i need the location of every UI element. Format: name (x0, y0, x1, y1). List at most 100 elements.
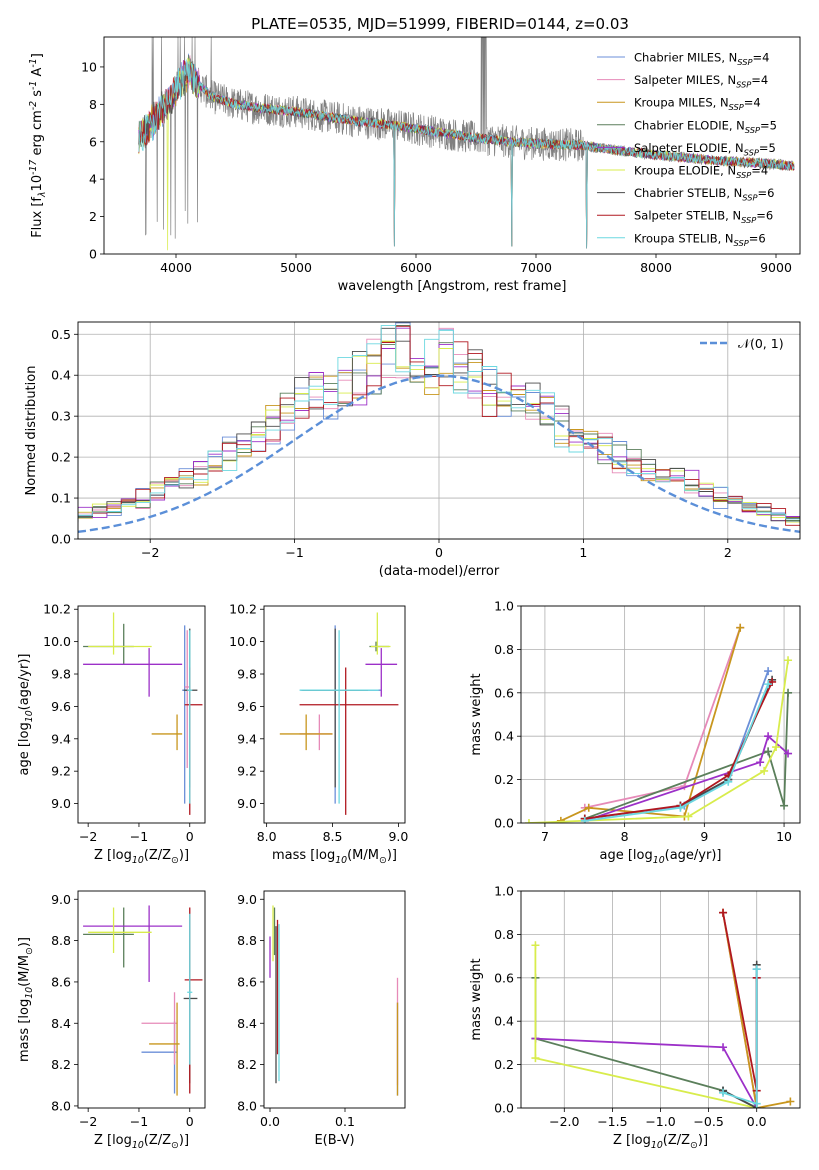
mass-weight-marker (760, 766, 769, 775)
mass-weight-line (528, 660, 789, 823)
y-tick-label: 8.4 (237, 1016, 257, 1031)
x-tick-label: 0.0 (260, 1114, 280, 1129)
y-tick-label: 0.2 (51, 450, 71, 465)
y-tick-label: 0.4 (51, 368, 71, 383)
y-tick-label: 0.4 (494, 729, 514, 744)
x-tick-label: 9.0 (388, 829, 408, 844)
spectrum-legend: Chabrier MILES, NSSP​=4 Salpeter MILES, N… (597, 51, 777, 248)
mass-weight-marker (764, 747, 773, 756)
mass-vs-metallicity-chart-plot-area (83, 905, 203, 1096)
legend-label: Salpeter MILES, NSSP​=4 (634, 73, 768, 89)
x-tick-label: −2.0 (549, 1114, 579, 1129)
mass-weight-marker (752, 965, 761, 974)
x-tick-label: 0.1 (335, 1114, 355, 1129)
x-tick-label: −0.5 (693, 1114, 723, 1129)
y-tick-label: 0.8 (494, 927, 514, 942)
legend-label: Salpeter STELIB, NSSP​=6 (634, 209, 773, 225)
y-tick-label: 8.4 (51, 1016, 71, 1031)
x-tick-label: 10 (776, 829, 792, 844)
mass-weight-marker (719, 908, 728, 917)
y-tick-label: 9.0 (51, 892, 71, 907)
y-tick-label: 8.8 (237, 933, 257, 948)
spectrum-chart-plot-area (138, 37, 795, 251)
legend-label: Chabrier STELIB, NSSP​=6 (634, 186, 774, 202)
normal-reference-curve (78, 374, 800, 533)
y-tick-label: 9.8 (237, 667, 257, 682)
y-tick-label: 9.4 (237, 731, 257, 746)
y-tick-label: 0.1 (51, 491, 71, 506)
age-vs-mass-chart: 8.0 8.5 9.0 9.0 9.2 9.4 9.6 9.8 10.0 10.2 mass [lo… (229, 602, 408, 866)
mass-weight-marker (772, 743, 781, 752)
mass-weight-line (534, 945, 757, 1108)
mass-vs-ebv-chart-plot-area (269, 905, 399, 1096)
mass-weight-marker (584, 803, 593, 812)
legend-label: 𝒩(0, 1) (738, 336, 784, 351)
mass-weight-marker (756, 758, 765, 767)
y-tick-label: 8.8 (51, 933, 71, 948)
residual-histogram-step (78, 340, 800, 523)
y-tick-label: 2 (89, 209, 97, 224)
x-tick-label: 4000 (160, 260, 192, 275)
mass-weight-vs-metallicity-chart: −2.0 −1.5 −1.0 −0.5 0.0 0.0 0.2 0.4 0.6 0.8 1.0 Z [… (469, 884, 801, 1151)
x-tick-label: 6000 (400, 260, 432, 275)
mass-weight-line (722, 964, 758, 1108)
x-tick-label: 7000 (520, 260, 552, 275)
x-tick-label: 0 (186, 829, 194, 844)
axes-frame (520, 890, 801, 1109)
x-tick-label: 9 (700, 829, 708, 844)
mass-weight-marker (719, 1043, 728, 1052)
mass-weight-line (584, 681, 773, 820)
x-tick-label: 0.0 (747, 1114, 767, 1129)
y-tick-label: 9.2 (237, 764, 257, 779)
residual-histogram-chart: −2 −1 0 1 2 0.0 0.1 0.2 0.3 0.4 0.5 (data-model)/er… (24, 321, 801, 579)
mass-weight-vs-age-chart-plot-area (524, 623, 793, 823)
x-tick-label: −1.5 (597, 1114, 627, 1129)
x-axis-label: (data-model)/error (379, 564, 500, 579)
x-tick-label: −2 (79, 1114, 97, 1129)
y-tick-label: 0.6 (494, 685, 514, 700)
mass-weight-line (584, 683, 769, 822)
mass-weight-marker (764, 667, 773, 676)
y-tick-label: 9.4 (51, 731, 71, 746)
x-tick-label: 8.0 (257, 829, 277, 844)
y-tick-label: 1.0 (494, 599, 514, 614)
legend-label: Kroupa MILES, NSSP​=4 (634, 96, 761, 112)
axes-frame (520, 605, 801, 824)
x-tick-label: 5000 (280, 260, 312, 275)
mass-weight-vs-metallicity-chart-plot-area (531, 908, 795, 1108)
y-tick-label: 9.8 (51, 667, 71, 682)
y-axis-label: Normed distribution (24, 366, 39, 496)
x-tick-label: 8.5 (323, 829, 343, 844)
y-tick-label: 8.2 (51, 1057, 71, 1072)
x-axis-label: E(B-V) (314, 1133, 354, 1148)
y-tick-label: 8 (89, 97, 97, 112)
mass-weight-marker (524, 819, 533, 823)
y-tick-label: 8.6 (51, 974, 71, 989)
axes-frame (77, 321, 801, 540)
y-axis-label: mass weight (469, 958, 484, 1040)
mass-weight-marker (724, 777, 733, 786)
y-tick-label: 9.2 (51, 764, 71, 779)
x-axis-label: Z [log10​(Z/Z⊙​)] (94, 848, 189, 866)
x-tick-label: 0 (186, 1114, 194, 1129)
y-tick-label: 9.0 (237, 892, 257, 907)
x-tick-label: 0 (435, 545, 443, 560)
mass-vs-ebv-chart: 0.0 0.1 8.0 8.2 8.4 8.6 8.8 9.0 E(B-V) (237, 890, 406, 1148)
x-tick-label: −1 (130, 829, 148, 844)
residual-histogram-step (78, 325, 800, 520)
x-tick-label: 7 (541, 829, 549, 844)
mass-weight-marker (531, 1054, 540, 1063)
y-tick-label: 8.0 (51, 1098, 71, 1113)
x-axis-label: Z [log10​(Z/Z⊙​)] (94, 1133, 189, 1151)
x-tick-label: 9000 (760, 260, 792, 275)
y-tick-label: 10.2 (43, 602, 71, 617)
y-tick-label: 8.6 (237, 974, 257, 989)
mass-weight-marker (784, 656, 793, 665)
mass-weight-line (560, 627, 742, 822)
residual-histogram-chart-plot-area (78, 322, 800, 533)
mass-weight-line (722, 969, 758, 1108)
y-tick-label: 10.2 (229, 602, 257, 617)
y-tick-label: 0 (89, 247, 97, 262)
y-tick-label: 0.4 (494, 1014, 514, 1029)
